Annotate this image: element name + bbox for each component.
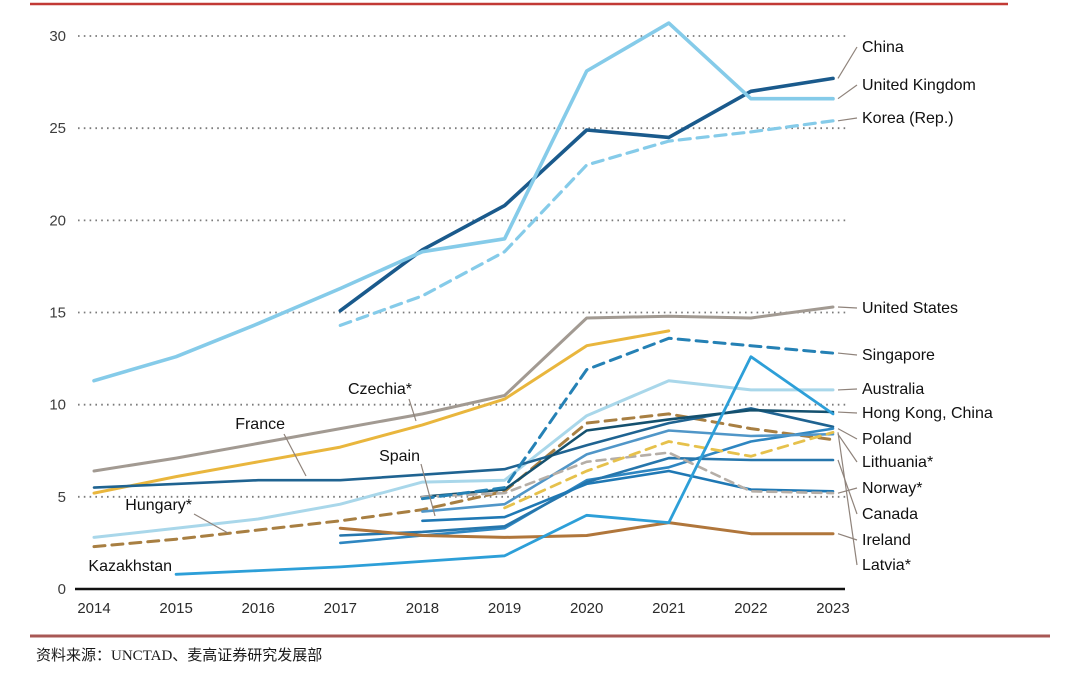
label-hong-kong-china: Hong Kong, China — [862, 405, 993, 422]
label-australia: Australia — [862, 381, 924, 398]
leader-hungary — [193, 513, 229, 534]
x-tick-2015: 2015 — [159, 600, 192, 617]
x-tick-2014: 2014 — [77, 600, 110, 617]
leader-singapore — [837, 352, 858, 356]
leader-norway — [837, 487, 858, 494]
leader-poland — [837, 428, 858, 440]
label-ireland: Ireland — [862, 532, 911, 549]
series-line-france — [92, 407, 835, 489]
label-poland: Poland — [862, 431, 912, 448]
y-tick-0: 0 — [58, 581, 66, 598]
label-korea-rep: Korea (Rep.) — [862, 110, 954, 127]
x-tick-2018: 2018 — [406, 600, 439, 617]
label-china: China — [862, 39, 904, 56]
x-tick-2020: 2020 — [570, 600, 603, 617]
leader-france — [283, 433, 307, 477]
series-line-australia — [92, 379, 835, 539]
leader-hong-kong-china — [837, 411, 858, 414]
y-tick-30: 30 — [49, 28, 66, 45]
x-tick-2016: 2016 — [242, 600, 275, 617]
label-hungary: Hungary* — [125, 497, 192, 514]
y-tick-10: 10 — [49, 397, 66, 414]
label-canada: Canada — [862, 506, 918, 523]
x-tick-2022: 2022 — [734, 600, 767, 617]
y-tick-25: 25 — [49, 120, 66, 137]
x-tick-2023: 2023 — [816, 600, 849, 617]
x-tick-2019: 2019 — [488, 600, 521, 617]
series-line-czechia — [92, 329, 671, 495]
leader-latvia — [837, 432, 858, 566]
leader-united-states — [837, 306, 858, 309]
label-united-states: United States — [862, 300, 958, 317]
series-line-norway — [421, 451, 835, 499]
y-tick-15: 15 — [49, 305, 66, 322]
label-norway: Norway* — [862, 480, 922, 497]
label-france: France — [235, 416, 285, 433]
series-line-kazakhstan — [174, 355, 835, 576]
series-line-united-states — [92, 305, 835, 473]
x-tick-2017: 2017 — [324, 600, 357, 617]
label-united-kingdom: United Kingdom — [862, 77, 976, 94]
label-spain: Spain — [379, 448, 420, 465]
leader-ireland — [837, 533, 858, 541]
y-tick-5: 5 — [58, 489, 66, 506]
leader-czechia — [408, 398, 417, 422]
series-line-latvia — [503, 430, 835, 510]
series-line-korea-rep — [338, 119, 835, 327]
leader-spain — [420, 463, 436, 517]
label-latvia: Latvia* — [862, 557, 911, 574]
series-line-ireland — [338, 521, 835, 539]
series-line-hong-kong-china — [421, 408, 835, 499]
y-tick-20: 20 — [49, 212, 66, 229]
leader-china — [837, 46, 858, 79]
label-singapore: Singapore — [862, 347, 935, 364]
series-line-china — [338, 76, 835, 313]
series-line-canada — [339, 456, 835, 537]
label-czechia: Czechia* — [348, 381, 412, 398]
source-text: 资料来源：UNCTAD、麦高证券研究发展部 — [36, 647, 322, 664]
x-tick-2021: 2021 — [652, 600, 685, 617]
label-lithuania: Lithuania* — [862, 454, 933, 471]
series-line-lithuania — [421, 429, 835, 513]
leader-australia — [837, 388, 858, 391]
leader-korea-rep — [837, 117, 858, 122]
series-line-singapore — [420, 336, 835, 501]
leader-lithuania — [837, 433, 858, 463]
leader-canada — [837, 459, 858, 515]
series-line-spain — [421, 469, 835, 523]
label-kazakhstan: Kazakhstan — [88, 558, 172, 575]
leader-united-kingdom — [837, 84, 858, 100]
series-line-united-kingdom — [92, 21, 835, 383]
